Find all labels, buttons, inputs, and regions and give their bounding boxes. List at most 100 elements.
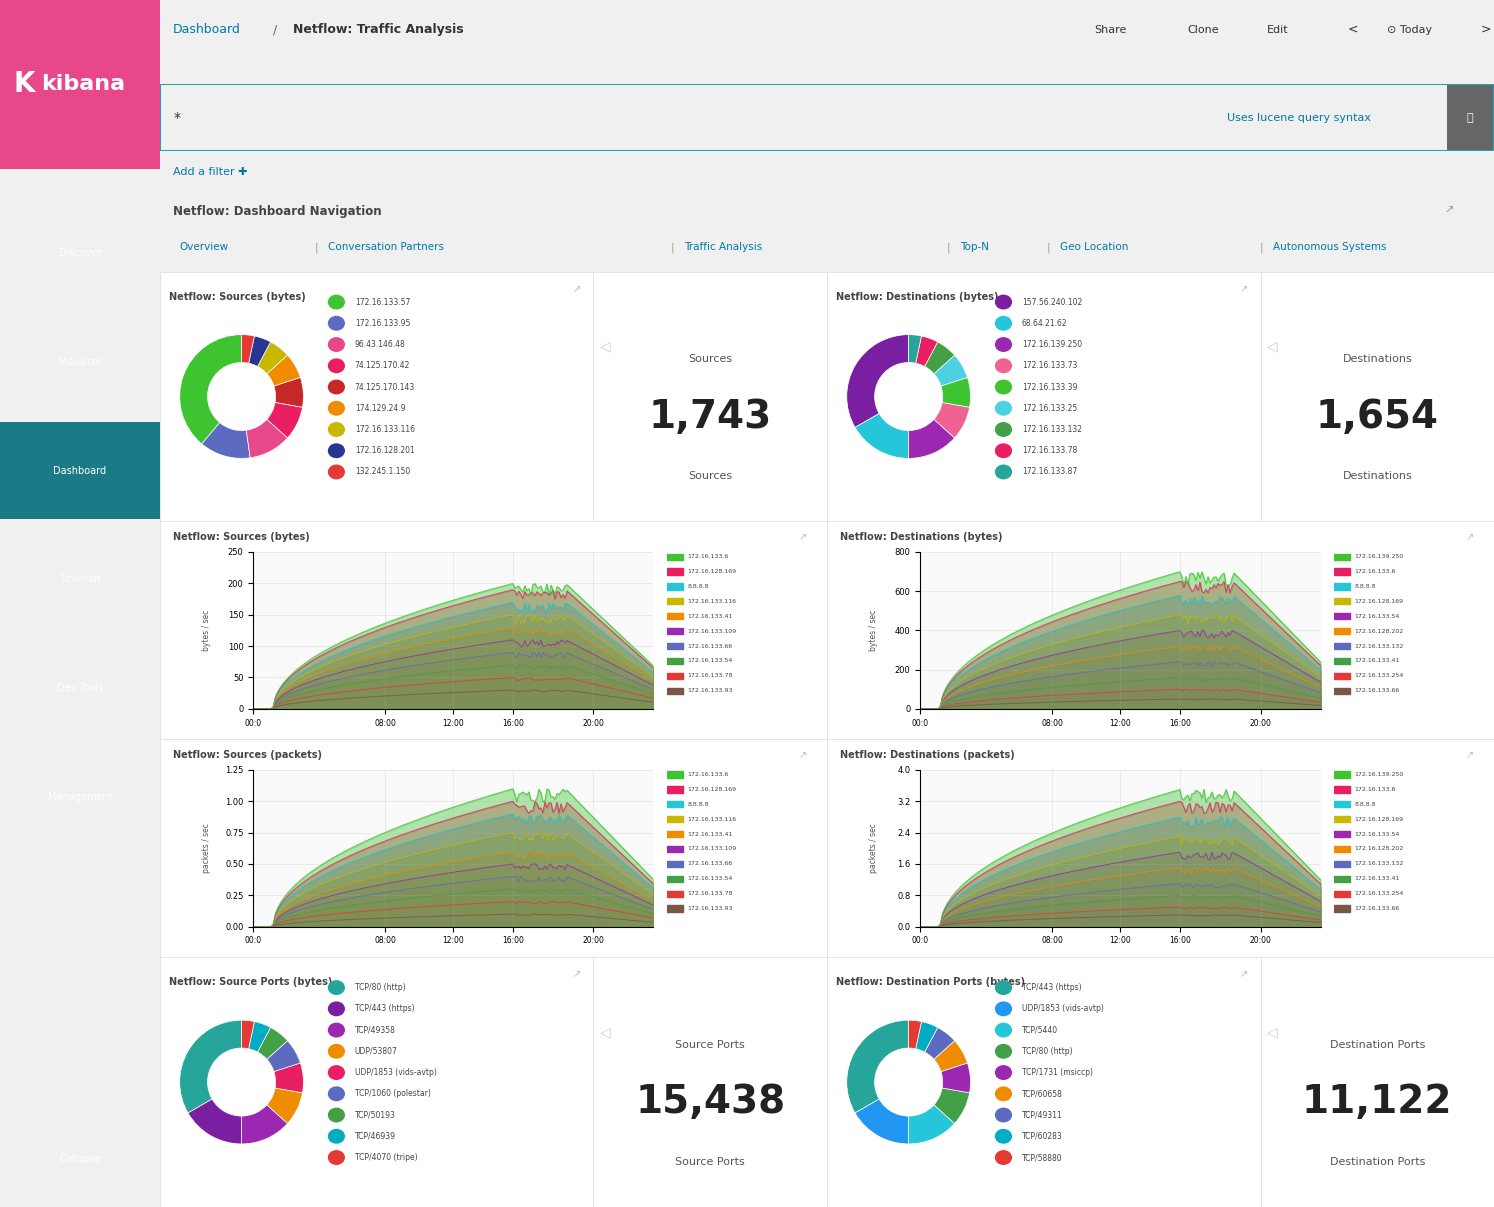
Bar [666,771,683,777]
Text: 172.16.133.57: 172.16.133.57 [354,298,411,307]
Text: TCP/4070 (tripe): TCP/4070 (tripe) [354,1153,417,1162]
Text: 172.16.128.169: 172.16.128.169 [687,568,737,575]
Wedge shape [908,1104,955,1144]
Wedge shape [267,355,300,386]
Text: Geo Location: Geo Location [1061,243,1129,252]
Wedge shape [847,1020,908,1113]
Bar [1334,771,1351,777]
Circle shape [329,316,344,330]
Circle shape [329,402,344,415]
Text: Netflow: Destinations (bytes): Netflow: Destinations (bytes) [840,532,1002,542]
Text: 172.16.133.116: 172.16.133.116 [354,425,415,435]
Text: Sources: Sources [689,472,732,482]
Text: 8.8.8.8: 8.8.8.8 [687,801,710,806]
Text: 172.16.133.25: 172.16.133.25 [1022,404,1077,413]
Text: /: / [273,23,278,36]
Text: <: < [1348,23,1358,36]
Circle shape [995,380,1011,393]
Wedge shape [941,1063,971,1092]
Text: 172.16.133.73: 172.16.133.73 [1022,361,1077,371]
Bar [1334,875,1351,882]
Text: Netflow: Destinations (packets): Netflow: Destinations (packets) [840,751,1014,760]
Text: ↗: ↗ [799,751,807,760]
Wedge shape [934,1088,970,1124]
Text: |: | [1047,243,1050,252]
Circle shape [329,358,344,373]
Text: TCP/443 (https): TCP/443 (https) [1022,984,1082,992]
Text: 68.64.21.62: 68.64.21.62 [1022,319,1068,328]
Text: ↗: ↗ [1466,751,1475,760]
Text: 172.16.133.54: 172.16.133.54 [1355,832,1400,836]
Text: *: * [173,111,181,124]
Text: 8.8.8.8: 8.8.8.8 [687,584,710,589]
Text: TCP/1060 (polestar): TCP/1060 (polestar) [354,1089,430,1098]
Text: Netflow: Destination Ports (bytes): Netflow: Destination Ports (bytes) [835,978,1025,987]
Text: 8.8.8.8: 8.8.8.8 [1355,584,1376,589]
Bar [1334,816,1351,822]
Text: 🔍: 🔍 [1467,112,1473,123]
Text: 172.16.133.93: 172.16.133.93 [687,906,734,911]
Bar [1334,672,1351,680]
Text: 172.16.133.132: 172.16.133.132 [1022,425,1082,435]
Bar [1334,643,1351,649]
Text: ↗: ↗ [1445,206,1454,216]
Text: 132.245.1.150: 132.245.1.150 [354,467,409,477]
Text: packets / sec: packets / sec [202,823,211,873]
Text: 172.16.133.116: 172.16.133.116 [687,599,737,604]
Bar [1334,861,1351,867]
Text: Sources: Sources [689,354,732,365]
Text: 172.16.133.78: 172.16.133.78 [1022,447,1077,455]
Bar [666,816,683,822]
Text: 172.16.133.87: 172.16.133.87 [1022,467,1077,477]
Text: 172.16.133.41: 172.16.133.41 [1355,876,1400,881]
Text: Netflow: Sources (bytes): Netflow: Sources (bytes) [169,292,305,302]
Circle shape [995,316,1011,330]
Bar [666,672,683,680]
Bar [1334,554,1351,560]
Text: TCP/49358: TCP/49358 [354,1026,396,1034]
Text: 172.16.133.41: 172.16.133.41 [687,832,734,836]
Circle shape [329,1130,344,1143]
Wedge shape [941,378,971,407]
FancyBboxPatch shape [0,0,160,169]
Bar [666,905,683,911]
Circle shape [995,338,1011,351]
Text: 8.8.8.8: 8.8.8.8 [1355,801,1376,806]
Wedge shape [267,1088,302,1124]
Wedge shape [257,1027,287,1060]
Text: Clone: Clone [1188,24,1219,35]
Wedge shape [925,1027,955,1060]
Circle shape [329,1150,344,1165]
Text: ↗: ↗ [1466,532,1475,542]
Wedge shape [202,422,249,459]
Circle shape [995,444,1011,457]
Bar [666,861,683,867]
Bar [666,613,683,619]
Text: Destination Ports: Destination Ports [1330,1039,1425,1050]
Wedge shape [273,378,303,407]
Text: Share: Share [1094,24,1126,35]
Circle shape [329,1108,344,1121]
Text: 11,122: 11,122 [1301,1083,1452,1121]
Text: 157.56.240.102: 157.56.240.102 [1022,298,1082,307]
Circle shape [995,296,1011,309]
Text: ↗: ↗ [799,532,807,542]
Text: 172.16.133.109: 172.16.133.109 [687,846,737,851]
Wedge shape [273,1063,303,1092]
Text: Autonomous Systems: Autonomous Systems [1273,243,1386,252]
Bar [666,583,683,589]
Wedge shape [179,1020,242,1113]
Text: Destinations: Destinations [1343,354,1412,365]
Text: ↗: ↗ [1240,969,1247,980]
Text: 172.16.133.54: 172.16.133.54 [687,876,734,881]
Circle shape [995,358,1011,373]
Text: 172.16.133.6: 172.16.133.6 [687,554,729,559]
Text: Add a filter ✚: Add a filter ✚ [173,167,248,177]
Text: Traffic Analysis: Traffic Analysis [684,243,762,252]
Text: 74.125.170.42: 74.125.170.42 [354,361,411,371]
Text: Discover: Discover [58,249,102,258]
Wedge shape [242,1104,287,1144]
Bar [666,628,683,635]
Text: 1,743: 1,743 [648,397,772,436]
Bar [1334,599,1351,605]
